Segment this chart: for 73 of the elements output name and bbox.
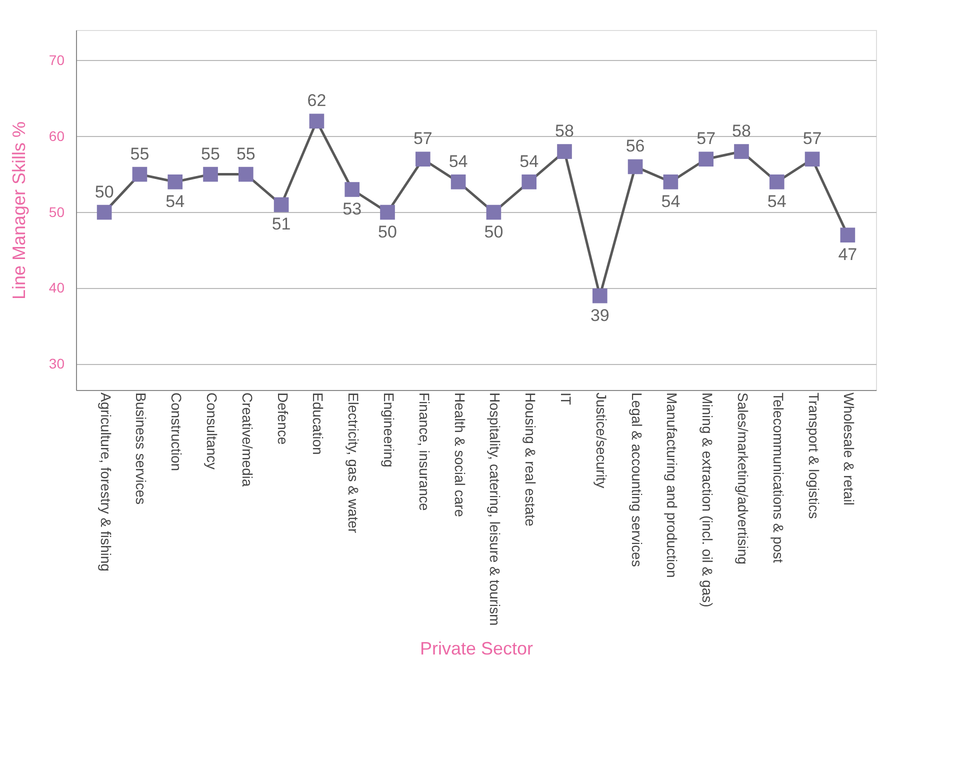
data-label: 51	[272, 214, 291, 234]
x-tick-label: Electricity, gas & water	[346, 392, 362, 534]
x-tick-label: Finance, insurance	[416, 392, 432, 512]
data-label: 57	[413, 129, 432, 148]
point	[628, 159, 643, 174]
x-tick-label: Transport & logistics	[806, 392, 822, 519]
data-label: 62	[307, 91, 326, 110]
y-axis-title: Line Manager Skills %	[8, 121, 29, 300]
data-label: 39	[590, 306, 610, 325]
x-tick-label: Construction	[168, 392, 185, 472]
point	[450, 174, 466, 190]
point	[486, 204, 502, 220]
data-label: 54	[166, 192, 185, 211]
x-tick-label: Telecommunications & post	[770, 392, 786, 564]
data-label: 57	[696, 129, 716, 148]
data-label: 50	[378, 222, 397, 242]
x-tick-label: IT	[558, 392, 574, 406]
data-label: 50	[94, 182, 114, 202]
point	[769, 174, 784, 190]
x-tick-label: Housing & real estate	[522, 392, 539, 527]
x-tick-label: Agriculture, forestry & fishing	[98, 392, 114, 572]
data-label: 58	[555, 122, 574, 141]
point	[663, 174, 678, 190]
point	[380, 204, 395, 220]
x-tick-label: Legal & accounting services	[628, 392, 645, 567]
x-tick-label: Health & social care	[452, 392, 468, 518]
data-label: 54	[448, 152, 468, 171]
data-label: 55	[201, 144, 220, 164]
x-tick-label: Wholesale & retail	[841, 392, 858, 506]
point	[840, 228, 856, 242]
data-label: 55	[236, 144, 256, 164]
point	[168, 174, 183, 190]
data-label: 58	[732, 122, 751, 141]
data-label: 55	[130, 144, 150, 164]
point	[203, 166, 218, 182]
data-label: 54	[767, 192, 786, 211]
data-label: 47	[838, 245, 858, 264]
x-tick-label: Creative/media	[239, 392, 256, 487]
x-tick-label: Business services	[133, 392, 150, 505]
y-tick-label: 70	[48, 52, 65, 68]
x-tick-label: Sales/marketing/advertising	[734, 392, 751, 564]
x-tick-label: Consultancy	[204, 392, 220, 470]
point	[592, 288, 608, 304]
x-axis-title: Private Sector	[420, 638, 534, 658]
point	[238, 166, 254, 182]
x-tick-label: Mining & extraction (incl. oil & gas)	[700, 392, 716, 608]
point	[557, 144, 572, 159]
point	[344, 182, 360, 197]
y-tick-label: 30	[48, 356, 65, 372]
x-tick-label: Education	[310, 392, 326, 455]
x-tick-label: Hospitality, catering, leisure & tourism	[487, 392, 504, 626]
y-tick-label: 50	[48, 204, 65, 220]
point	[132, 166, 148, 182]
data-label: 53	[342, 199, 362, 218]
data-label: 50	[484, 222, 504, 242]
point	[698, 152, 714, 167]
x-tick-label: Engineering	[381, 392, 398, 468]
point	[415, 152, 430, 167]
data-label: 57	[802, 129, 822, 148]
point	[522, 174, 537, 190]
y-tick-label: 60	[48, 128, 65, 144]
y-tick-label: 40	[48, 280, 65, 296]
point	[96, 204, 112, 220]
point	[734, 144, 749, 159]
x-tick-label: Justice/security	[593, 392, 610, 488]
data-label: 54	[520, 152, 539, 171]
data-label: 56	[626, 136, 645, 156]
x-tick-label: Defence	[274, 392, 291, 445]
x-tick-label: Manufacturing and production	[664, 392, 680, 578]
point	[274, 197, 289, 212]
point	[804, 152, 820, 167]
data-label: 54	[661, 192, 680, 211]
point	[309, 114, 324, 129]
